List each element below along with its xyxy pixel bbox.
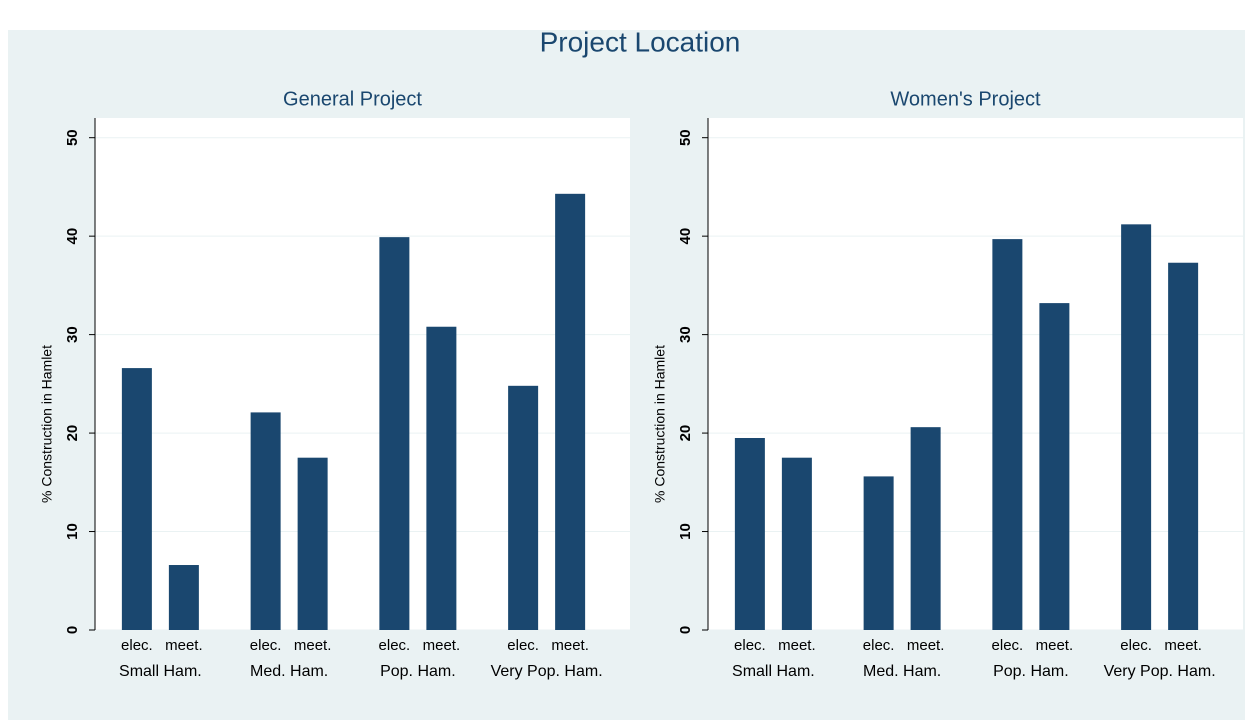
y-tick-label: 10 [677, 523, 694, 540]
bar [734, 438, 765, 630]
x-tick-label: meet. [423, 637, 461, 654]
bar [1039, 303, 1070, 630]
bar [121, 368, 152, 630]
y-axis-title: % Construction in Hamlet [652, 345, 668, 503]
y-tick-label: 50 [64, 129, 81, 146]
bar [555, 193, 586, 631]
x-tick-label: meet. [551, 637, 589, 654]
bar [910, 427, 941, 630]
y-tick-label: 20 [677, 425, 694, 442]
x-tick-label: meet. [1036, 637, 1074, 654]
x-tick-label: elec. [734, 637, 766, 654]
y-tick-label: 0 [677, 626, 694, 634]
x-tick-label: meet. [907, 637, 945, 654]
bar [168, 565, 199, 630]
y-tick-label: 0 [64, 626, 81, 634]
bar [426, 326, 457, 630]
figure-title: Project Location [540, 26, 741, 57]
y-axis-title: % Construction in Hamlet [39, 345, 55, 503]
x-tick-label: meet. [294, 637, 332, 654]
bar [1168, 262, 1199, 630]
y-tick-label: 10 [64, 523, 81, 540]
group-label: Small Ham. [732, 663, 815, 680]
x-tick-label: elec. [379, 637, 411, 654]
x-tick-label: elec. [863, 637, 895, 654]
x-tick-label: elec. [250, 637, 282, 654]
y-tick-label: 30 [677, 326, 694, 343]
group-label: Med. Ham. [250, 663, 328, 680]
group-label: Med. Ham. [863, 663, 941, 680]
bar [1121, 224, 1152, 631]
bar [992, 239, 1023, 630]
x-tick-label: elec. [121, 637, 153, 654]
group-label: Pop. Ham. [380, 663, 456, 680]
group-label: Small Ham. [119, 663, 202, 680]
y-tick-label: 50 [677, 129, 694, 146]
group-label: Very Pop. Ham. [491, 663, 603, 680]
x-tick-label: elec. [507, 637, 539, 654]
panel-title: General Project [283, 88, 422, 110]
bar [508, 385, 539, 630]
bar [250, 412, 281, 630]
y-tick-label: 30 [64, 326, 81, 343]
plot-region [95, 118, 630, 630]
bar [781, 457, 812, 630]
bar [297, 457, 328, 630]
group-label: Very Pop. Ham. [1104, 663, 1216, 680]
x-tick-label: elec. [992, 637, 1024, 654]
group-label: Pop. Ham. [993, 663, 1069, 680]
x-tick-label: meet. [165, 637, 203, 654]
bar [379, 237, 410, 630]
x-tick-label: meet. [778, 637, 816, 654]
panel-title: Women's Project [890, 88, 1041, 110]
bar [863, 476, 894, 630]
x-tick-label: elec. [1120, 637, 1152, 654]
y-tick-label: 20 [64, 425, 81, 442]
y-tick-label: 40 [64, 228, 81, 245]
y-tick-label: 40 [677, 228, 694, 245]
x-tick-label: meet. [1164, 637, 1202, 654]
